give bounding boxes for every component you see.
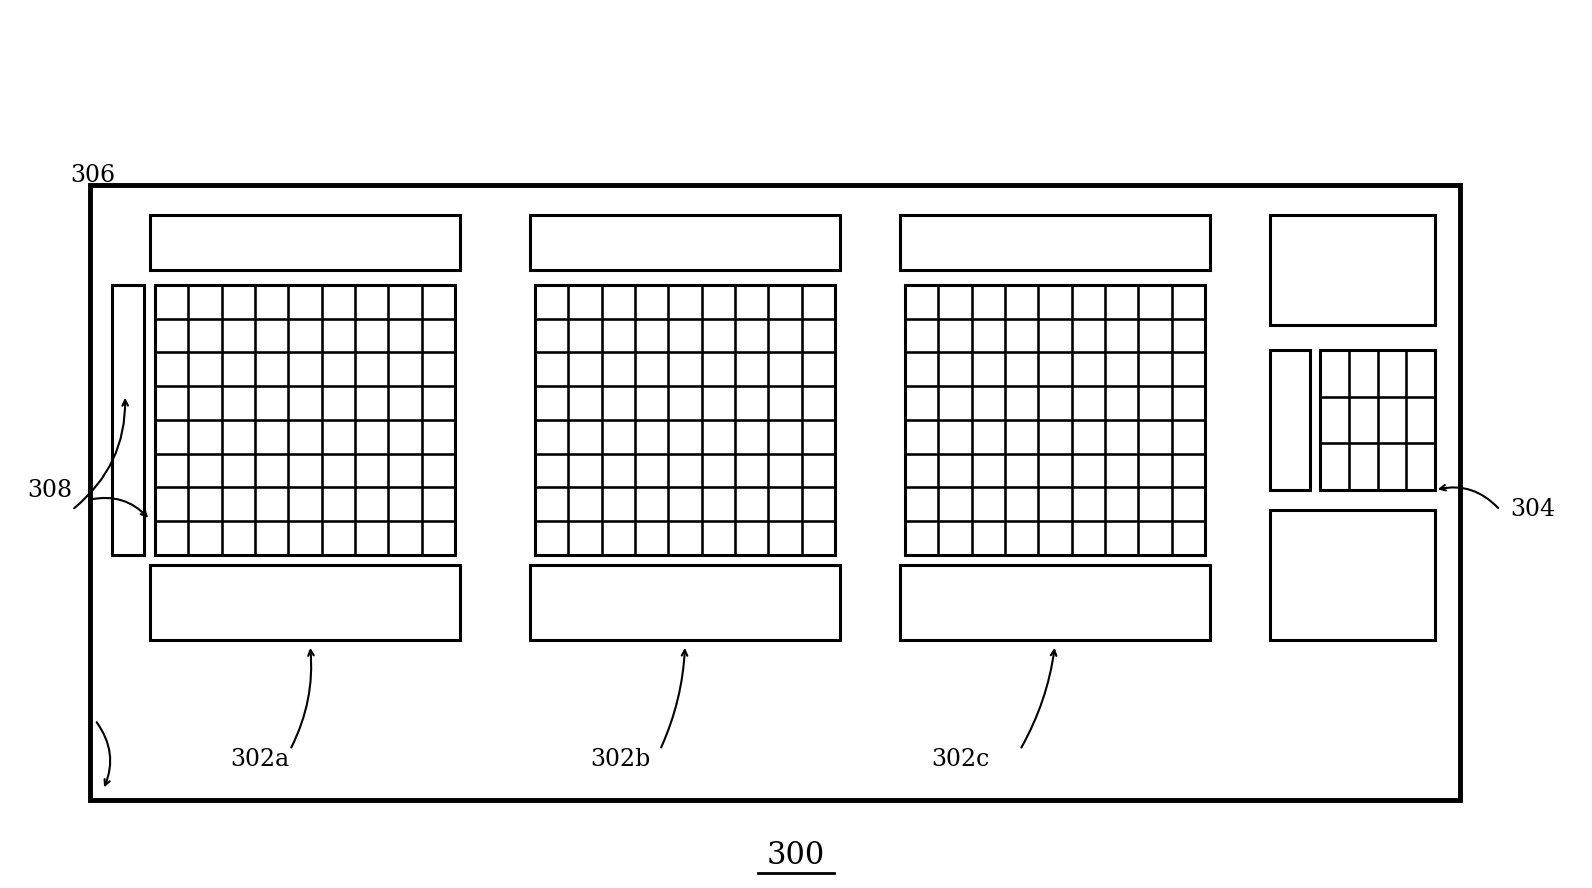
Bar [1320,350,1434,490]
Bar [904,285,1205,555]
Bar [154,285,455,555]
Bar [1270,215,1434,325]
Bar [535,285,834,555]
Bar [530,215,841,270]
Bar [150,215,460,270]
Text: 308: 308 [27,479,73,502]
Text: 302b: 302b [591,749,650,772]
Bar [530,565,841,640]
Text: 304: 304 [1509,498,1555,521]
Bar [111,285,143,555]
Bar [899,565,1210,640]
Bar [899,215,1210,270]
Bar [91,185,1460,800]
Bar [1270,510,1434,640]
Text: 306: 306 [70,163,115,186]
Bar [1270,350,1310,490]
Bar [150,565,460,640]
Text: 302a: 302a [231,749,290,772]
Text: 302c: 302c [931,749,989,772]
Text: 300: 300 [767,839,825,870]
